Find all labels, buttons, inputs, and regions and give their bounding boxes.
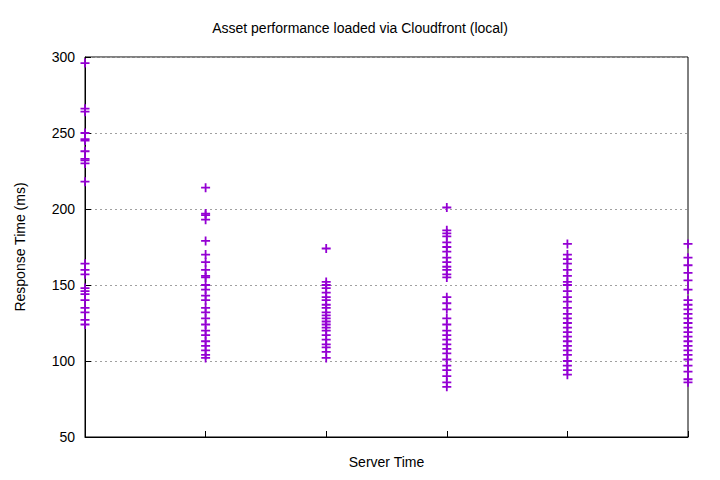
svg-text:Asset performance loaded via C: Asset performance loaded via Cloudfront … bbox=[212, 20, 508, 36]
svg-text:250: 250 bbox=[52, 125, 76, 141]
svg-text:100: 100 bbox=[52, 353, 76, 369]
svg-text:200: 200 bbox=[52, 201, 76, 217]
svg-text:Server Time: Server Time bbox=[349, 454, 425, 470]
svg-text:Response Time (ms): Response Time (ms) bbox=[12, 182, 28, 311]
svg-text:50: 50 bbox=[59, 429, 75, 445]
svg-text:300: 300 bbox=[52, 49, 76, 65]
svg-text:150: 150 bbox=[52, 277, 76, 293]
